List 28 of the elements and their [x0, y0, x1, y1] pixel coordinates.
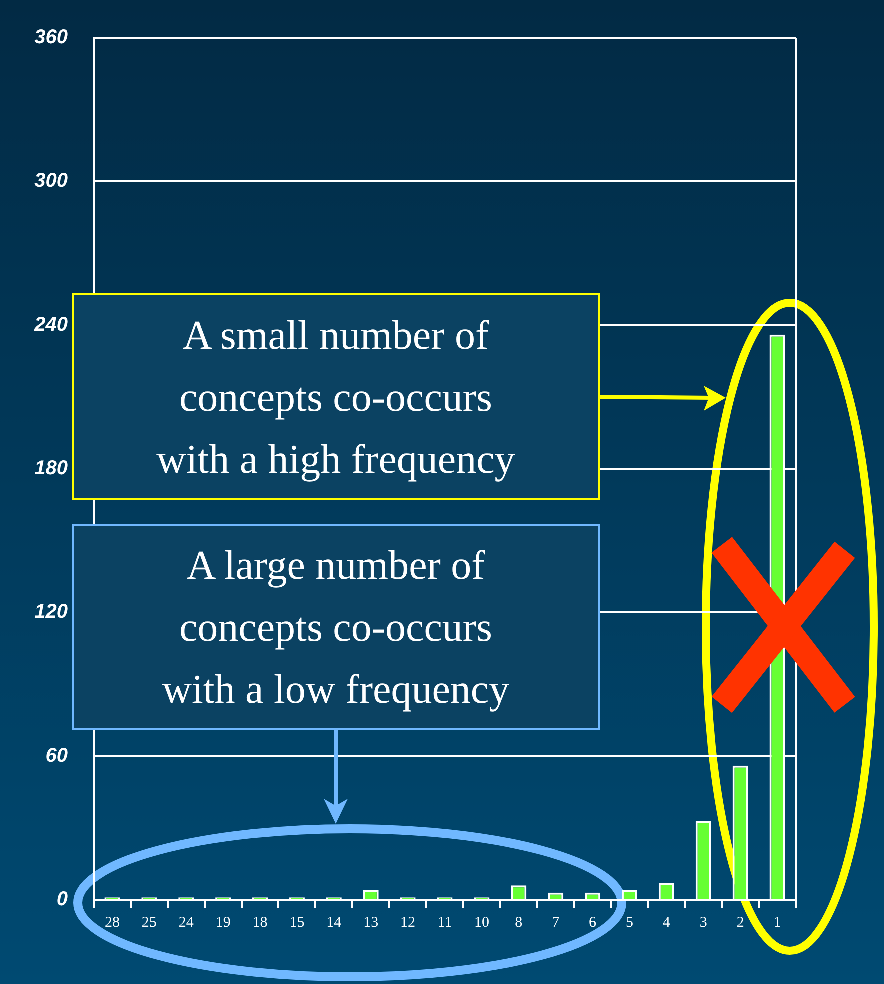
x-tick-label: 8 [515, 914, 523, 931]
x-tick-label: 12 [400, 914, 416, 931]
x-tick-label: 6 [589, 914, 598, 931]
x-tick-label: 13 [364, 914, 379, 931]
y-tick-label: 60 [46, 744, 68, 767]
y-tick-label: 300 [34, 170, 68, 192]
x-tick-label: 10 [474, 914, 490, 931]
y-tick-label: 240 [34, 314, 68, 336]
text-box: A large number of concepts co-occurs with a low frequency [72, 524, 600, 730]
x-tick-label: 11 [438, 914, 452, 931]
x-tick-label: 24 [178, 914, 194, 931]
y-tick-label: 360 [34, 26, 68, 49]
x-tick-label: 3 [700, 914, 708, 931]
x-tick-label: 14 [326, 914, 342, 931]
y-tick-label: 120 [34, 601, 68, 624]
x-tick-label: 1 [774, 914, 782, 931]
x-tick-label: 5 [626, 914, 634, 931]
y-tick-label: 180 [34, 458, 68, 480]
x-tick-label: 2 [736, 914, 744, 931]
x-tick-label: 28 [104, 914, 120, 931]
x-tick-label: 25 [142, 914, 157, 931]
x-tick-label: 19 [216, 914, 231, 931]
y-tick-label: 0 [56, 888, 68, 911]
x-tick-label: 7 [552, 914, 560, 931]
x-tick-label: 15 [290, 914, 305, 931]
text-box: A small number of concepts co-occurs with a high frequency [72, 293, 600, 500]
x-tick-label: 18 [252, 914, 268, 931]
x-tick-label: 4 [662, 914, 671, 931]
